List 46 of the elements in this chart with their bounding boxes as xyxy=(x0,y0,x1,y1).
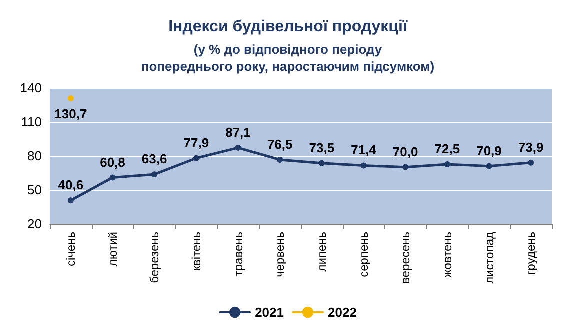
y-tick-label: 20 xyxy=(28,216,42,232)
x-tick-label: квітень xyxy=(189,232,204,272)
x-tick-label: травень xyxy=(231,232,246,277)
point xyxy=(277,156,284,163)
data-label: 63,6 xyxy=(142,152,168,167)
data-label: 73,5 xyxy=(309,140,335,156)
data-label: 77,9 xyxy=(184,135,210,150)
data-label: 70,0 xyxy=(392,144,418,160)
x-tick-label: січень xyxy=(64,232,78,266)
point xyxy=(68,198,74,204)
data-label: 73,9 xyxy=(518,140,544,155)
x-tick-label: жовтень xyxy=(440,232,454,278)
data-label: 40,6 xyxy=(58,178,84,193)
data-label: 130,7 xyxy=(54,106,88,122)
x-tick-label: червень xyxy=(273,232,288,278)
point xyxy=(486,163,492,170)
point xyxy=(528,160,534,166)
x-tick-label: березень xyxy=(148,232,162,284)
chart-subtitle: (у % до відповідного періоду попереднього року, наростаючим підсумком) xyxy=(141,42,435,74)
x-tick-label: липень xyxy=(314,232,329,272)
data-label: 60,8 xyxy=(100,154,126,170)
point xyxy=(235,144,242,151)
data-label: 87,1 xyxy=(226,124,251,140)
legend-label: 2021 xyxy=(255,305,284,320)
x-tick-label: лютий xyxy=(106,232,120,267)
x-tick-label: листопад xyxy=(482,232,496,284)
point xyxy=(152,172,158,178)
point xyxy=(402,164,409,170)
data-label: 76,5 xyxy=(267,136,293,152)
point xyxy=(318,160,325,166)
point xyxy=(110,174,116,181)
y-tick-label: 110 xyxy=(21,114,42,130)
x-tick-label: вересень xyxy=(398,232,413,284)
x-tick-label: серпень xyxy=(356,232,371,278)
x-tick-label: грудень xyxy=(524,232,538,276)
legend-label: 2022 xyxy=(328,305,357,320)
point xyxy=(193,155,200,162)
y-tick-label: 140 xyxy=(20,80,42,96)
point xyxy=(444,162,450,168)
data-label: 71,4 xyxy=(351,142,378,158)
y-tick-label: 50 xyxy=(28,182,42,198)
data-label: 72,5 xyxy=(434,142,460,156)
y-tick-label: 80 xyxy=(28,148,42,164)
data-label: 70,9 xyxy=(476,143,502,158)
chart-title: Індекси будівельної продукції xyxy=(168,18,408,36)
point xyxy=(360,162,367,169)
